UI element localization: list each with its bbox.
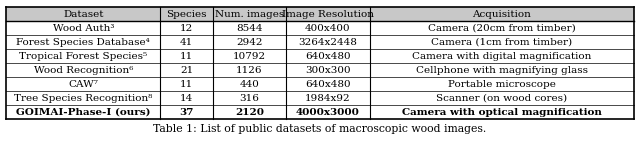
Text: Wood Auth³: Wood Auth³ (52, 24, 114, 33)
Text: Num. images: Num. images (215, 10, 284, 19)
Text: 1984x92: 1984x92 (305, 94, 351, 103)
Text: 11: 11 (180, 80, 193, 89)
Text: 37: 37 (180, 108, 194, 117)
Text: Camera with digital magnification: Camera with digital magnification (412, 52, 591, 61)
Text: Cellphone with magnifying glass: Cellphone with magnifying glass (416, 66, 588, 75)
Text: Scanner (on wood cores): Scanner (on wood cores) (436, 94, 568, 103)
Text: 3264x2448: 3264x2448 (298, 38, 357, 47)
Text: Dataset: Dataset (63, 10, 104, 19)
Text: 440: 440 (239, 80, 259, 89)
Text: Portable microscope: Portable microscope (448, 80, 556, 89)
Text: Forest Species Database⁴: Forest Species Database⁴ (17, 38, 150, 47)
Text: CAW⁷: CAW⁷ (68, 80, 98, 89)
Text: Camera (1cm from timber): Camera (1cm from timber) (431, 38, 572, 47)
Text: 1126: 1126 (236, 66, 262, 75)
Text: 640x480: 640x480 (305, 80, 351, 89)
Text: 400x400: 400x400 (305, 24, 351, 33)
Text: Camera (20cm from timber): Camera (20cm from timber) (428, 24, 576, 33)
Text: Tropical Forest Species⁵: Tropical Forest Species⁵ (19, 52, 147, 61)
Text: 2942: 2942 (236, 38, 262, 47)
Text: 21: 21 (180, 66, 193, 75)
Text: Wood Recognition⁶: Wood Recognition⁶ (33, 66, 133, 75)
Text: 12: 12 (180, 24, 193, 33)
Text: Image Resolution: Image Resolution (282, 10, 374, 19)
Text: 4000x3000: 4000x3000 (296, 108, 360, 117)
Text: Tree Species Recognition⁸: Tree Species Recognition⁸ (14, 94, 152, 103)
Text: Table 1: List of public datasets of macroscopic wood images.: Table 1: List of public datasets of macr… (154, 124, 486, 134)
Text: 640x480: 640x480 (305, 52, 351, 61)
Text: GOIMAI-Phase-I (ours): GOIMAI-Phase-I (ours) (16, 108, 150, 117)
Text: 14: 14 (180, 94, 193, 103)
Text: 316: 316 (239, 94, 259, 103)
Text: Acquisition: Acquisition (472, 10, 531, 19)
Text: 41: 41 (180, 38, 193, 47)
Text: 11: 11 (180, 52, 193, 61)
Text: 8544: 8544 (236, 24, 262, 33)
Text: 300x300: 300x300 (305, 66, 351, 75)
Text: 2120: 2120 (235, 108, 264, 117)
Text: 10792: 10792 (233, 52, 266, 61)
Text: Camera with optical magnification: Camera with optical magnification (402, 108, 602, 117)
Text: Species: Species (166, 10, 207, 19)
Bar (6, 7, 634, 21)
